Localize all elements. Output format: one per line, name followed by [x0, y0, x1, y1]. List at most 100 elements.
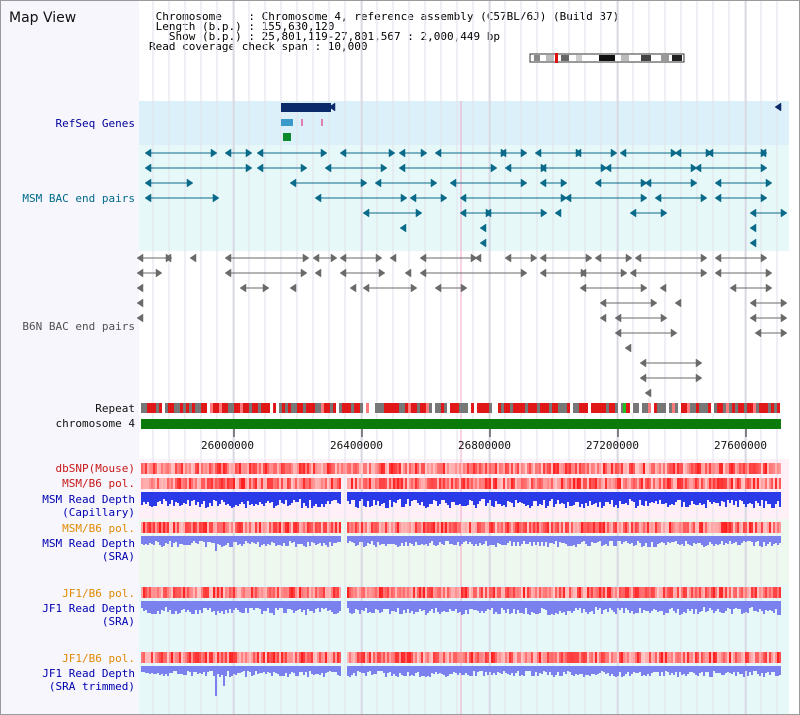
msm-capillary-depth-bar	[401, 492, 403, 507]
msm-sra-depth-bar	[661, 536, 663, 542]
jf1-pol-heat-cell	[213, 587, 215, 598]
track-label-jf1-pol-2[interactable]: JF1/B6 pol.	[62, 652, 135, 665]
msm-pol-heat-cell	[205, 522, 207, 533]
msm-capillary-depth-bar	[297, 492, 299, 502]
jf1-pol-heat-cell	[383, 587, 385, 598]
msm-pol-heat-cell	[221, 522, 223, 533]
msm-pol-heat-cell	[623, 522, 625, 533]
repeat-segment	[621, 403, 624, 413]
b6n-bac-end	[614, 313, 622, 323]
msm-pol-heat-cell	[661, 522, 663, 533]
jf1-pol-heat-cell	[675, 587, 677, 598]
jf1-pol-heat-cell	[619, 587, 621, 598]
msm-sra-depth-bar	[647, 536, 649, 547]
jf1-pol-heat-cell	[239, 587, 241, 598]
jf1-pol-heat-cell	[225, 587, 227, 598]
jf1-pol-heat-cell	[543, 652, 545, 663]
dbsnp-heat-cell	[767, 463, 769, 474]
msm-pol-heat-cell	[319, 522, 321, 533]
jf1-sra-depth-bar	[611, 601, 613, 610]
jf1-pol-heat-cell	[257, 587, 259, 598]
jf1-trim-depth-bar	[229, 666, 231, 677]
jf1-trim-depth-bar	[547, 666, 549, 675]
dbsnp-heat-cell	[197, 463, 199, 474]
msm-capillary-depth-bar	[423, 492, 425, 506]
jf1-pol-heat-cell	[315, 652, 317, 663]
msm-sra-depth-bar	[211, 536, 213, 543]
msm-capillary-depth-bar	[359, 492, 361, 501]
jf1-sra-depth-bar	[393, 601, 395, 611]
msm-pol-heat-cell	[313, 522, 315, 533]
jf1-pol-heat-cell	[615, 587, 617, 598]
jf1-sra-depth-bar	[145, 601, 147, 610]
jf1-sra-depth-bar	[593, 601, 595, 614]
msm-pol-heat-cell	[659, 522, 661, 533]
msm-pol-heat-cell	[475, 522, 477, 533]
jf1-trim-depth-bar	[599, 666, 601, 673]
b6n-bac-end	[634, 253, 642, 263]
track-label-msm-depth-capillary[interactable]: MSM Read Depth (Capillary)	[1, 493, 135, 519]
track-label-msm-pol-1[interactable]: MSM/B6 pol.	[62, 477, 135, 490]
dbsnp-heat-cell	[519, 463, 521, 474]
jf1-trim-depth-bar	[487, 666, 489, 675]
msm-pol-heat-cell	[369, 478, 371, 489]
msm-sra-depth-bar	[623, 536, 625, 542]
jf1-pol-heat-cell	[569, 652, 571, 663]
jf1-pol-heat-cell	[219, 652, 221, 663]
jf1-pol-heat-cell	[269, 587, 271, 598]
repeat-segment	[594, 403, 597, 413]
jf1-sra-depth-bar	[543, 601, 545, 609]
track-label-jf1-depth-sra[interactable]: JF1 Read Depth (SRA)	[1, 602, 135, 628]
track-label-jf1-depth-trimmed[interactable]: JF1 Read Depth (SRA trimmed)	[1, 667, 135, 693]
msm-capillary-depth-bar	[733, 492, 735, 505]
jf1-trim-depth-bar	[631, 666, 633, 674]
msm-pol-heat-cell	[703, 478, 705, 489]
msm-pol-heat-cell	[251, 522, 253, 533]
jf1-trim-depth-bar	[567, 666, 569, 671]
jf1-trim-depth-bar	[539, 666, 541, 673]
msm-sra-depth-bar	[511, 536, 513, 546]
jf1-trim-depth-bar	[331, 666, 333, 672]
msm-capillary-depth-bar	[703, 492, 705, 504]
msm-pol-heat-cell	[391, 522, 393, 533]
msm-capillary-depth-bar	[585, 492, 587, 503]
track-label-dbsnp[interactable]: dbSNP(Mouse)	[55, 462, 135, 475]
jf1-trim-depth-bar	[515, 666, 517, 673]
repeat-segment	[399, 403, 402, 413]
track-label-repeat[interactable]: Repeat	[95, 402, 135, 415]
repeat-segment	[201, 403, 204, 413]
track-label-msm-depth-sra[interactable]: MSM Read Depth (SRA)	[1, 537, 135, 563]
dbsnp-heat-cell	[683, 463, 685, 474]
msm-pol-heat-cell	[399, 522, 401, 533]
dbsnp-heat-cell	[259, 463, 261, 474]
msm-pol-heat-cell	[191, 522, 193, 533]
track-label-chromosome[interactable]: chromosome 4	[55, 417, 135, 430]
track-label-msm-bac[interactable]: MSM BAC end pairs	[22, 192, 135, 205]
track-label-b6n-bac[interactable]: B6N BAC end pairs	[22, 320, 135, 333]
msm-capillary-depth-bar	[285, 492, 287, 500]
jf1-sra-depth-bar	[663, 601, 665, 615]
jf1-sra-depth-bar	[521, 601, 523, 613]
jf1-trim-depth-bar	[673, 666, 675, 675]
msm-pol-heat-cell	[771, 522, 773, 533]
msm-pol-heat-cell	[309, 478, 311, 489]
msm-pol-heat-cell	[563, 522, 565, 533]
msm-bac-end	[362, 208, 370, 218]
track-label-jf1-pol-1[interactable]: JF1/B6 pol.	[62, 587, 135, 600]
jf1-sra-depth-bar	[717, 601, 719, 609]
jf1-trim-depth-bar	[155, 666, 157, 674]
msm-sra-depth-bar	[163, 536, 165, 546]
jf1-trim-depth-bar	[409, 666, 411, 676]
repeat-segment	[774, 403, 777, 413]
jf1-sra-depth-bar	[531, 601, 533, 612]
msm-pol-heat-cell	[591, 522, 593, 533]
dbsnp-heat-cell	[707, 463, 709, 474]
msm-capillary-depth-bar	[369, 492, 371, 507]
msm-pol-heat-cell	[579, 522, 581, 533]
track-label-refseq[interactable]: RefSeq Genes	[55, 117, 135, 130]
b6n-bac-end	[659, 283, 667, 293]
b6n-bac-end	[579, 283, 587, 293]
track-label-msm-pol-2[interactable]: MSM/B6 pol.	[62, 522, 135, 535]
jf1-pol-heat-cell	[503, 652, 505, 663]
